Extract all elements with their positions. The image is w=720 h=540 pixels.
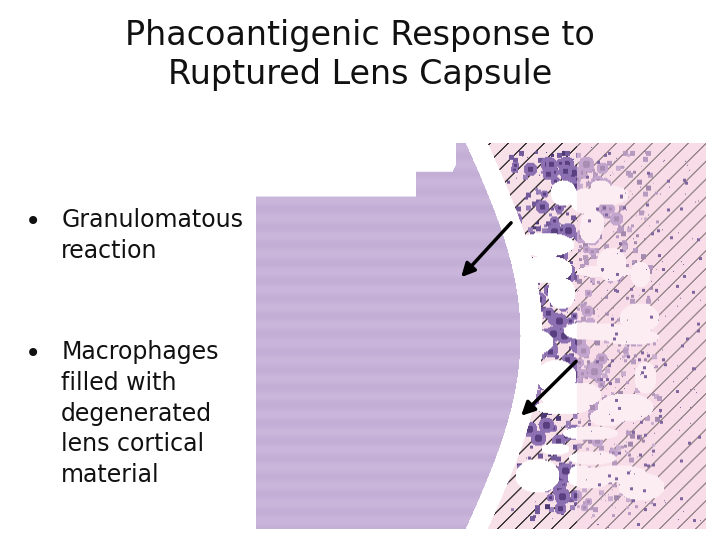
Text: Phacoantigenic Response to
Ruptured Lens Capsule: Phacoantigenic Response to Ruptured Lens… [125,19,595,91]
Text: Granulomatous
reaction: Granulomatous reaction [61,208,243,262]
Text: •: • [25,208,42,236]
Text: Macrophages
filled with
degenerated
lens cortical
material: Macrophages filled with degenerated lens… [61,340,219,487]
Text: •: • [25,340,42,368]
